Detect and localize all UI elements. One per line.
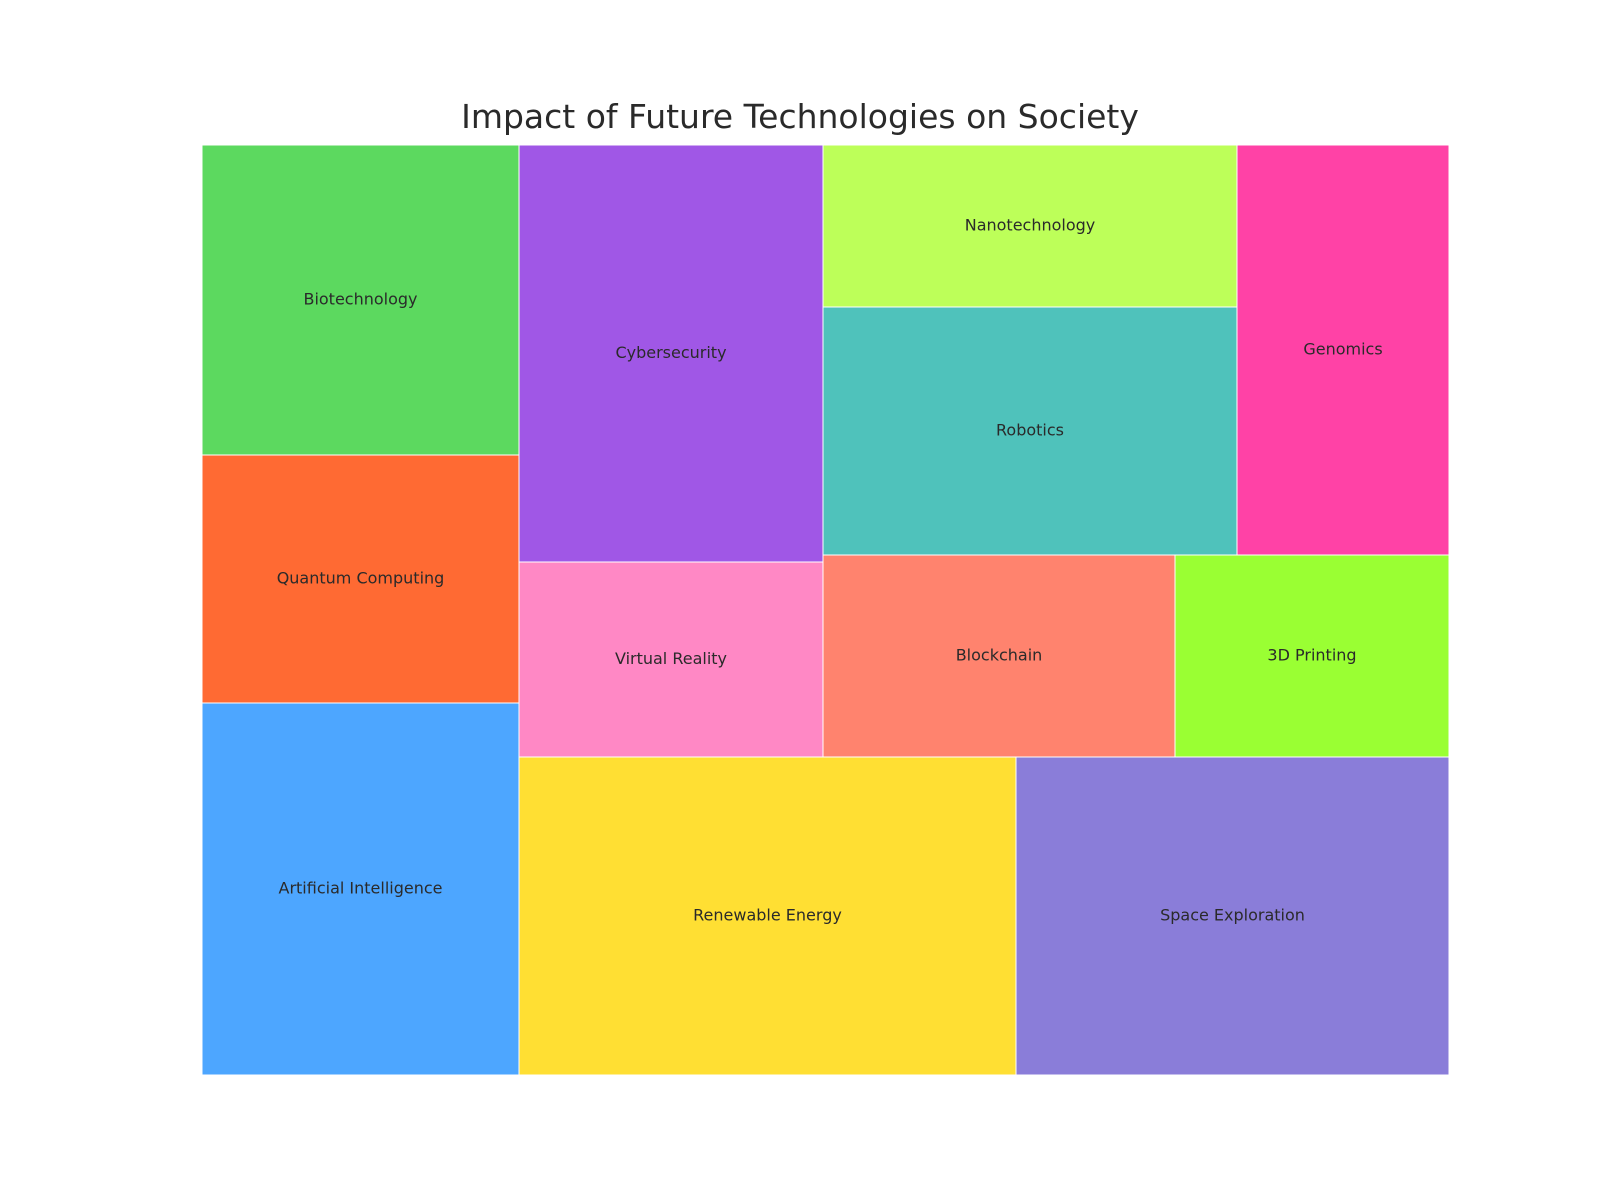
tile-label: Biotechnology — [303, 290, 417, 309]
tile-label: Genomics — [1303, 340, 1382, 359]
tile-label: Artificial Intelligence — [279, 879, 443, 898]
tile-label: 3D Printing — [1267, 646, 1356, 665]
tile-artificial-intelligence: Artificial Intelligence — [201, 702, 520, 1076]
tile-quantum-computing: Quantum Computing — [201, 454, 520, 704]
tile-robotics: Robotics — [822, 306, 1238, 556]
tile-space-exploration: Space Exploration — [1015, 756, 1450, 1076]
tile-blockchain: Blockchain — [822, 554, 1176, 758]
tile-rect — [822, 554, 1176, 758]
tile-label: Space Exploration — [1160, 906, 1305, 925]
tile-label: Cybersecurity — [615, 343, 726, 362]
tile-rect — [822, 144, 1238, 308]
tile-label: Blockchain — [956, 646, 1043, 665]
tile-label: Virtual Reality — [615, 649, 727, 668]
tile-rect — [822, 306, 1238, 556]
tile-renewable-energy: Renewable Energy — [518, 756, 1017, 1076]
tile-rect — [1015, 756, 1450, 1076]
tile-rect — [201, 144, 520, 456]
tile-genomics: Genomics — [1236, 144, 1450, 556]
tile-label: Nanotechnology — [965, 216, 1096, 235]
tile-nanotechnology: Nanotechnology — [822, 144, 1238, 308]
tile-rect — [518, 144, 824, 563]
tile-label: Robotics — [996, 421, 1064, 440]
tile-rect — [1236, 144, 1450, 556]
tile-cybersecurity: Cybersecurity — [518, 144, 824, 563]
tile-biotechnology: Biotechnology — [201, 144, 520, 456]
tile-rect — [518, 756, 1017, 1076]
tile-virtual-reality: Virtual Reality — [518, 561, 824, 758]
tile-3d-printing: 3D Printing — [1174, 554, 1450, 758]
tile-rect — [1174, 554, 1450, 758]
tile-rect — [201, 702, 520, 1076]
chart-title: Impact of Future Technologies on Society — [461, 97, 1139, 136]
tile-label: Quantum Computing — [277, 569, 445, 588]
tile-label: Renewable Energy — [693, 906, 842, 925]
tile-rect — [201, 454, 520, 704]
